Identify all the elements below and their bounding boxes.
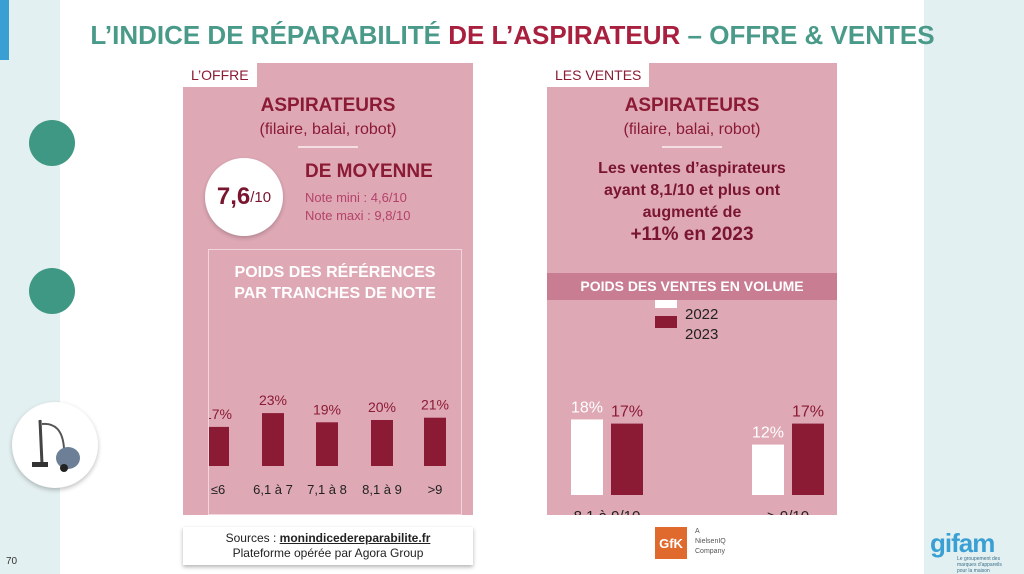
category-label: >9 (428, 482, 443, 497)
sources-link[interactable]: monindicedereparabilite.fr (279, 531, 431, 545)
offre-panel: L’OFFRE ASPIRATEURS (filaire, balai, rob… (183, 63, 473, 515)
bar (424, 417, 446, 466)
ventes-panel: LES VENTES ASPIRATEURS (filaire, balai, … (547, 63, 837, 515)
note-mini: Note mini : 4,6/10 (305, 190, 407, 205)
bar-value-label: 20% (368, 399, 396, 415)
gfk-subtitle: A NielsenIQ Company (695, 528, 726, 555)
divider (298, 146, 358, 148)
offre-tab: L’OFFRE (183, 63, 257, 87)
bar-2023 (611, 423, 643, 495)
accent-bar (0, 0, 9, 60)
ventes-band: POIDS DES VENTES EN VOLUME (547, 273, 837, 300)
bar (262, 413, 284, 466)
ventes-summary: Les ventes d’aspirateurs ayant 8,1/10 et … (598, 160, 786, 245)
legend-swatch (655, 316, 677, 328)
category-label: ≤6 (211, 482, 225, 497)
legend-swatch (655, 300, 677, 308)
offre-subheading: (filaire, balai, robot) (259, 121, 397, 138)
bar (371, 420, 393, 466)
bar (316, 422, 338, 466)
bar-value-label: 23% (259, 392, 287, 408)
category-label: 8,1 à 9/10 (574, 508, 641, 515)
gifam-tagline: Le groupement des marques d'appareils po… (957, 556, 1002, 574)
category-label: > 9/10 (767, 508, 809, 515)
bar-value-label: 19% (313, 401, 341, 417)
ventes-subheading: (filaire, balai, robot) (623, 121, 761, 138)
decor-dot (29, 268, 75, 314)
sources-box: Sources : monindicedereparabilite.fr Plat… (183, 527, 473, 565)
divider (662, 146, 722, 148)
legend-label: 2022 (685, 306, 718, 323)
bar-value-label: 17% (611, 404, 643, 421)
references-chart-title: POIDS DES RÉFÉRENCES PAR TRANCHES DE NOTE (234, 264, 436, 302)
right-strip (924, 0, 1024, 574)
average-score: 7,6/10 (205, 158, 283, 236)
vacuum-icon (12, 402, 98, 488)
ventes-tab: LES VENTES (547, 63, 650, 87)
bar-value-label: 12% (752, 425, 784, 442)
ventes-chart: 18% 12% 17% 17% 8,1 à 9/10 > 9/10 2022 2023 (571, 300, 824, 515)
references-chart: 17% ≤6 23% 6,1 à 7 19% 7,1 à 8 20% 8,1 à 9 21% >9 (209, 392, 449, 497)
category-label: 8,1 à 9 (362, 482, 402, 497)
gfk-logo: GfK (655, 527, 687, 559)
bar-value-label: 18% (571, 399, 603, 416)
legend-label: 2023 (685, 326, 718, 343)
moyenne-label: DE MOYENNE (305, 161, 433, 182)
bar-2022 (571, 419, 603, 495)
bar-value-label: 21% (421, 397, 449, 413)
bar-value-label: 17% (209, 406, 232, 422)
slide-title: L’INDICE DE RÉPARABILITÉ DE L’ASPIRATEUR… (90, 20, 935, 50)
page-number: 70 (6, 556, 18, 567)
gifam-logo: gifam (930, 528, 995, 558)
note-maxi: Note maxi : 9,8/10 (305, 208, 411, 223)
bar-value-label: 17% (792, 404, 824, 421)
bar-2022 (752, 444, 784, 495)
decor-dot (29, 120, 75, 166)
ventes-heading: ASPIRATEURS (624, 95, 760, 116)
offre-heading: ASPIRATEURS (260, 95, 396, 116)
bar (209, 426, 229, 466)
bar-2023 (792, 423, 824, 495)
references-chart-box: POIDS DES RÉFÉRENCES PAR TRANCHES DE NOTE… (208, 249, 462, 515)
category-label: 6,1 à 7 (253, 482, 293, 497)
category-label: 7,1 à 8 (307, 482, 347, 497)
